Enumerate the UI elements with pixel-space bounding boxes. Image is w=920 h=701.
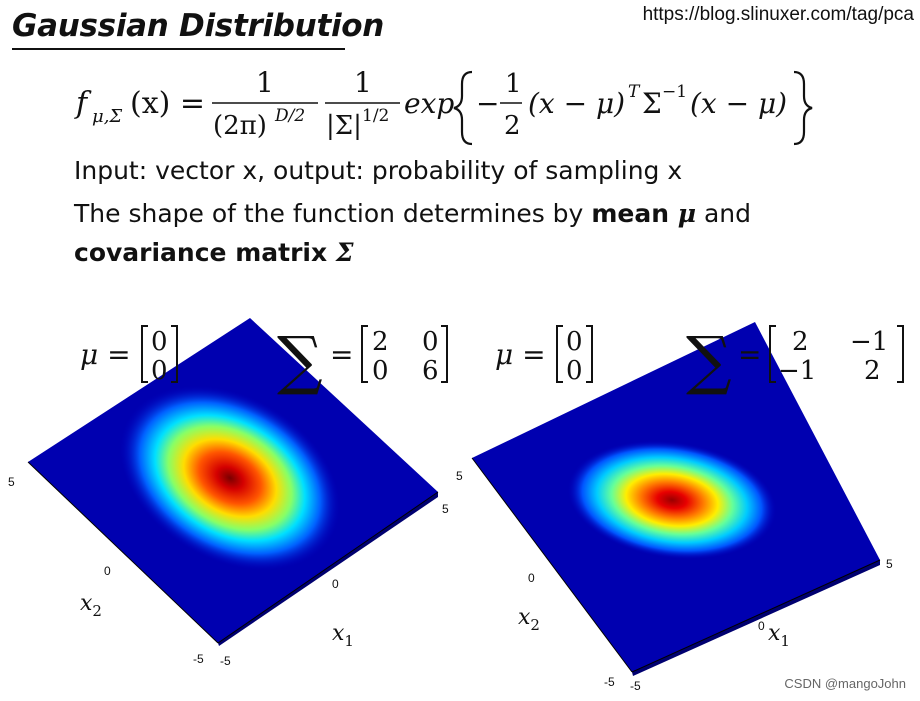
left-tick-0-left: 0 <box>104 564 111 578</box>
right-sigma-eq: = <box>738 338 761 371</box>
line2-suffix: and <box>696 199 751 228</box>
source-url: https://blog.slinuxer.com/tag/pca <box>642 4 914 25</box>
right-mu-label: μ = <box>495 338 546 371</box>
left-surface-peak <box>119 385 341 571</box>
formula-f-sub: μ,Σ <box>92 106 122 127</box>
left-tick-neg5-b: -5 <box>220 654 231 668</box>
left-ylabel: x2 <box>80 591 102 620</box>
title-underline <box>12 48 345 50</box>
left-sigma-11: 6 <box>422 356 439 386</box>
right-tick-0-left: 0 <box>528 571 535 585</box>
gaussian-formula: f μ,Σ (x) = 1 (2π) D/2 1 |Σ| 1/2 exp − 1… <box>74 66 813 146</box>
right-tick-neg5-b: -5 <box>630 679 641 693</box>
formula-frac1-den-exp: D/2 <box>274 106 305 126</box>
formula-term2: (x − μ) <box>690 87 787 120</box>
right-sigma-symbol: ∑ <box>686 324 732 398</box>
left-sigma-10: 0 <box>372 356 389 386</box>
right-mu-1: 0 <box>566 356 583 386</box>
left-mu-label: μ = <box>80 338 131 371</box>
description-line-1: Input: vector x, output: probability of … <box>74 156 683 185</box>
page-title: Gaussian Distribution <box>12 8 385 44</box>
watermark: CSDN @mangoJohn <box>784 676 906 691</box>
line3-sigma-symbol: Σ <box>335 238 354 267</box>
formula-half-num: 1 <box>505 69 522 99</box>
left-tick-neg5-a: -5 <box>193 652 204 666</box>
formula-half-den: 2 <box>504 111 521 141</box>
right-tick-5-left: 5 <box>456 469 463 483</box>
right-sigma-01: −1 <box>850 327 888 357</box>
formula-sigma-exp: −1 <box>662 82 687 102</box>
right-sigma-10: −1 <box>778 356 816 386</box>
description-line-2: The shape of the function determines by … <box>74 199 751 228</box>
formula-arg: (x) = <box>130 86 205 121</box>
right-sigma-11: 2 <box>864 356 881 386</box>
left-surface-plot: 5 0 -5 -5 0 5 x2 x1 <box>8 318 449 668</box>
left-sigma-eq: = <box>330 338 353 371</box>
formula-frac1-num: 1 <box>256 66 274 99</box>
left-sigma-00: 2 <box>372 327 389 357</box>
right-xlabel: x1 <box>768 621 790 650</box>
formula-minus: − <box>476 87 499 120</box>
formula-term1: (x − μ) <box>528 87 625 120</box>
line2-prefix: The shape of the function determines by <box>74 199 592 228</box>
line2-mu-symbol: μ <box>677 199 697 228</box>
right-tick-neg5-a: -5 <box>604 675 615 689</box>
right-sigma-00: 2 <box>792 327 809 357</box>
formula-frac2-den-exp: 1/2 <box>362 106 389 126</box>
right-tick-0-right: 0 <box>758 619 765 633</box>
formula-sigma: Σ <box>642 87 662 120</box>
left-tick-5-left: 5 <box>8 475 15 489</box>
formula-frac1-den: (2π) <box>213 111 267 141</box>
line3-bold: covariance matrix <box>74 238 336 267</box>
description-line-3: covariance matrix Σ <box>74 238 354 267</box>
left-sigma-symbol: ∑ <box>277 324 323 398</box>
formula-left-brace <box>453 70 473 146</box>
left-tick-5-right: 5 <box>442 502 449 516</box>
formula-right-brace <box>793 70 813 146</box>
formula-term1-exp: T <box>628 82 641 102</box>
left-mu-1: 0 <box>151 356 168 386</box>
right-mu-0: 0 <box>566 327 583 357</box>
formula-exp: exp <box>404 87 454 120</box>
right-ylabel: x2 <box>518 605 540 634</box>
left-tick-0-right: 0 <box>332 577 339 591</box>
left-mu-0: 0 <box>151 327 168 357</box>
formula-frac2-den: |Σ| <box>326 111 362 141</box>
left-sigma-01: 0 <box>422 327 439 357</box>
formula-frac2-num: 1 <box>354 66 372 99</box>
line2-bold: mean <box>591 199 678 228</box>
right-surface-peak <box>567 440 777 560</box>
left-xlabel: x1 <box>332 621 354 650</box>
right-tick-5-right: 5 <box>886 557 893 571</box>
right-surface-plot: 5 0 -5 -5 0 5 x2 x1 <box>456 322 893 693</box>
